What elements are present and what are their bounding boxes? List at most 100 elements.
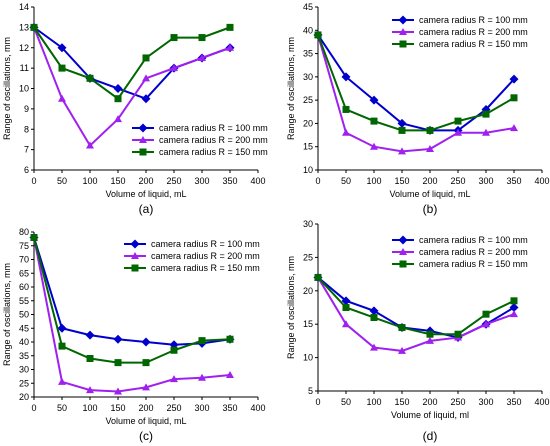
data-point [30,234,38,241]
x-tick-label: 100 [366,176,381,186]
x-tick-label: 300 [478,397,493,407]
legend-marker [131,252,139,259]
x-tick-label: 300 [478,176,493,186]
data-point [226,371,234,378]
legend-entry: camera radius R = 150 mm [151,263,260,273]
y-tick-label: 80 [19,227,29,237]
data-point [398,147,406,155]
y-tick-label: 70 [19,255,29,265]
data-point [58,64,66,72]
x-tick-label: 400 [250,403,265,413]
y-tick-label: 7 [24,145,29,155]
y-tick-label: 20 [303,286,313,296]
data-point [482,110,490,118]
y-tick-label: 65 [19,268,29,278]
data-point [86,386,94,394]
legend-entry: camera radius R = 150 mm [159,147,268,157]
legend-entry: camera radius R = 200 mm [419,27,528,37]
x-tick-label: 350 [222,176,237,186]
data-point [342,128,350,136]
x-axis-label: Volume of liquid, mL [105,189,186,199]
data-point [226,43,234,51]
legend-entry: camera radius R = 100 mm [419,235,528,245]
data-point [454,117,462,125]
data-point [426,126,434,134]
data-point [142,359,150,367]
y-tick-label: 40 [19,337,29,347]
y-tick-label: 45 [303,2,313,12]
y-tick-label: 75 [19,241,29,251]
x-tick-label: 250 [166,176,181,186]
x-tick-label: 0 [315,397,320,407]
series-line-1 [317,34,515,153]
legend-marker [130,239,140,249]
series-line-2 [33,26,231,101]
x-tick-label: 400 [534,397,549,407]
x-tick-label: 100 [82,403,97,413]
data-point [454,128,462,136]
x-tick-label: 200 [138,403,153,413]
data-point [509,303,519,312]
data-point [198,53,206,61]
data-point [198,373,206,381]
x-tick-label: 200 [138,176,153,186]
legend-entry: camera radius R = 100 mm [159,123,268,133]
data-point [170,346,178,354]
chart-panel-b: 10 15 20 25 30 35 40 45 0 50 100 150 200 250 300 350 400… [286,2,550,216]
data-point [57,43,67,53]
legend-entry: camera radius R = 200 mm [151,251,260,261]
x-tick-label: 300 [194,176,209,186]
y-tick-label: 6 [24,165,29,175]
legend-marker [138,123,148,133]
data-point [398,324,406,332]
data-point [141,337,151,347]
data-point [370,314,378,322]
y-tick-label: 40 [303,25,313,35]
y-tick-label: 10 [19,84,29,94]
data-point [482,128,490,136]
series-line-2 [317,34,515,132]
y-tick-label: 35 [303,49,313,59]
data-point [114,359,122,367]
data-point [198,34,206,42]
panel-label: (d) [423,429,438,443]
series-line-1 [33,27,231,148]
x-tick-label: 250 [166,403,181,413]
data-point [398,346,406,354]
series-line-2 [33,237,231,364]
series-line-1 [317,276,515,352]
x-tick-label: 100 [82,176,97,186]
y-tick-label: 30 [303,219,313,229]
legend-entry: camera radius R = 150 mm [419,259,528,269]
data-point [398,126,406,134]
data-point [114,95,122,103]
data-point [482,320,490,328]
data-point [454,330,462,338]
data-point [314,273,322,281]
x-tick-label: 200 [422,397,437,407]
y-tick-label: 12 [19,43,29,53]
data-point [58,377,66,385]
x-tick-label: 250 [450,176,465,186]
data-point [57,323,67,333]
data-point [342,320,350,328]
y-tick-label: 45 [19,323,29,333]
data-point [342,304,350,311]
legend-marker [399,248,407,255]
y-axis-label: Range of oscillations, mm [286,37,296,140]
y-tick-label: 25 [19,378,29,388]
y-tick-label: 55 [19,296,29,306]
x-tick-label: 400 [250,176,265,186]
y-tick-label: 25 [303,252,313,262]
data-point [370,117,378,125]
chart-panel-a: 6 7 8 9 10 11 12 13 14 0 50 100 150 200 250 300 350 400 Vo… [2,2,268,216]
series-line-2 [317,276,515,336]
data-point [369,95,379,105]
data-point [141,94,151,104]
x-tick-label: 50 [57,176,67,186]
data-point [226,335,234,343]
data-point [142,74,150,82]
legend-marker [399,260,407,268]
